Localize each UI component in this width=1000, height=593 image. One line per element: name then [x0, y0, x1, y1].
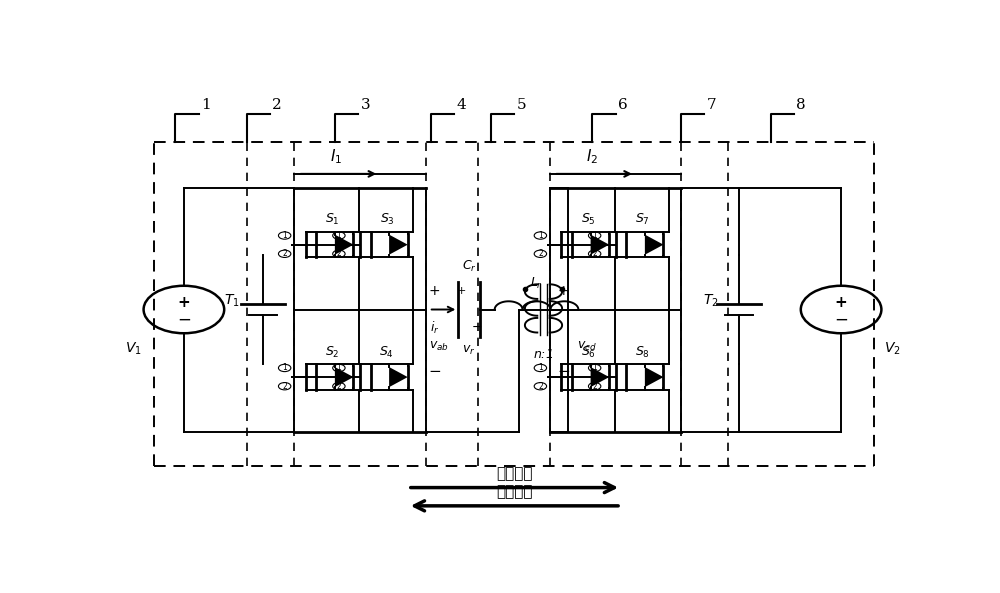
Text: −: − [834, 311, 848, 329]
Text: 5: 5 [516, 98, 526, 112]
Text: 反向传输: 反向传输 [496, 484, 533, 499]
Text: 4: 4 [457, 98, 466, 112]
Circle shape [801, 286, 881, 333]
Text: 3: 3 [361, 98, 370, 112]
Text: $i_r$: $i_r$ [430, 320, 440, 336]
Text: −: − [177, 311, 191, 329]
Text: $S_7$: $S_7$ [635, 212, 650, 227]
Text: 1: 1 [337, 364, 341, 372]
Polygon shape [591, 367, 609, 387]
Text: +: + [835, 295, 847, 310]
Polygon shape [645, 367, 663, 387]
Polygon shape [389, 235, 408, 255]
Text: 1: 1 [282, 231, 287, 240]
Text: $S_1$: $S_1$ [325, 212, 340, 227]
Text: $C_r$: $C_r$ [462, 259, 476, 274]
Text: 6: 6 [618, 98, 628, 112]
Text: +: + [457, 286, 466, 296]
Text: $V_1$: $V_1$ [125, 340, 141, 356]
Text: 1: 1 [337, 231, 341, 240]
Text: $S_6$: $S_6$ [581, 345, 596, 360]
Text: $S_3$: $S_3$ [380, 212, 394, 227]
Text: $v_{cd}$: $v_{cd}$ [577, 339, 597, 353]
Text: $S_8$: $S_8$ [635, 345, 650, 360]
Text: 2: 2 [538, 249, 543, 259]
Text: 1: 1 [592, 231, 597, 240]
Polygon shape [335, 367, 353, 387]
Text: 2: 2 [592, 249, 597, 259]
Text: $n$:1: $n$:1 [533, 349, 554, 361]
Text: 2: 2 [272, 98, 282, 112]
Text: 8: 8 [796, 98, 806, 112]
Text: 1: 1 [201, 98, 211, 112]
Text: $V_2$: $V_2$ [884, 340, 900, 356]
Text: 2: 2 [592, 382, 597, 391]
Text: $L_r$: $L_r$ [530, 276, 543, 291]
Polygon shape [645, 235, 663, 255]
Text: 1: 1 [592, 364, 597, 372]
Text: −: − [429, 364, 442, 379]
Text: +: + [557, 284, 569, 298]
Text: 2: 2 [282, 382, 287, 391]
Polygon shape [389, 367, 408, 387]
Text: −: − [471, 321, 482, 334]
Text: 2: 2 [282, 249, 287, 259]
Text: 1: 1 [282, 364, 287, 372]
Text: 1: 1 [538, 364, 543, 372]
Text: 2: 2 [337, 249, 341, 259]
Text: $T_1$: $T_1$ [224, 292, 240, 308]
Text: 2: 2 [538, 382, 543, 391]
Text: $S_5$: $S_5$ [581, 212, 596, 227]
Text: $v_{ab}$: $v_{ab}$ [429, 339, 449, 353]
Text: 正向传输: 正向传输 [496, 466, 533, 481]
Text: 1: 1 [538, 231, 543, 240]
Polygon shape [591, 235, 609, 255]
Text: 2: 2 [337, 382, 341, 391]
Text: $S_2$: $S_2$ [325, 345, 340, 360]
Text: $I_2$: $I_2$ [586, 147, 598, 165]
Polygon shape [335, 235, 353, 255]
Text: 7: 7 [706, 98, 716, 112]
Text: +: + [429, 284, 440, 298]
Text: +: + [178, 295, 190, 310]
Text: $S_4$: $S_4$ [379, 345, 394, 360]
Text: $I_1$: $I_1$ [330, 147, 343, 165]
Text: $v_r$: $v_r$ [462, 344, 476, 357]
Text: $T_2$: $T_2$ [703, 292, 719, 308]
Text: −: − [557, 364, 570, 379]
Circle shape [144, 286, 224, 333]
